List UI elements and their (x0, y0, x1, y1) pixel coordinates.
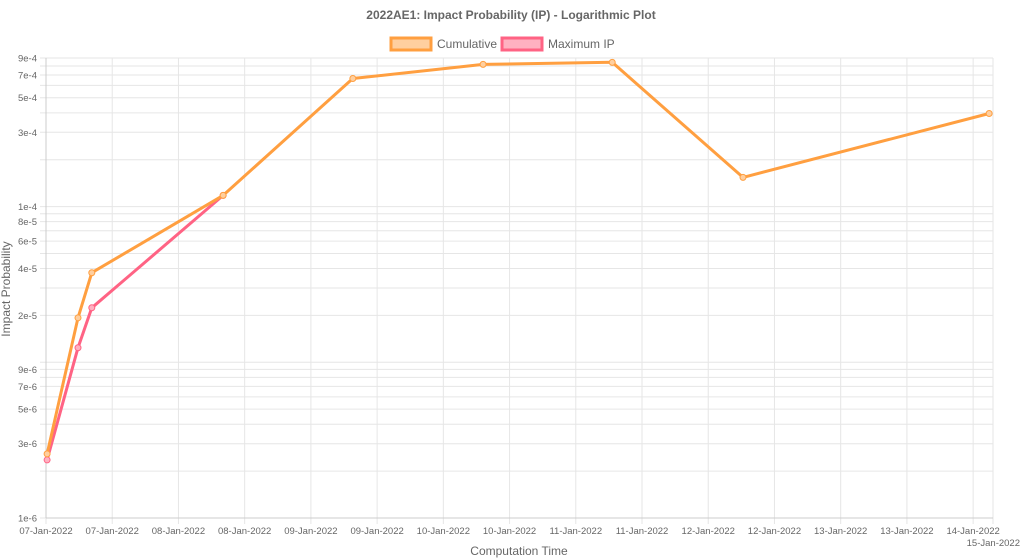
series-lines (43, 58, 993, 464)
y-tick-label: 2e-5 (18, 311, 37, 322)
data-point (739, 173, 747, 181)
legend-label: Cumulative IP (437, 37, 512, 51)
data-point (74, 314, 82, 322)
data-point (43, 450, 51, 458)
x-tick-label: 08-Jan-2022 (152, 526, 205, 537)
y-tick-label: 1e-4 (18, 202, 37, 213)
x-tick-label: 11-Jan-2022 (616, 526, 669, 537)
y-tick-label: 5e-6 (18, 405, 37, 416)
legend-swatch (500, 36, 544, 52)
data-point (479, 60, 487, 68)
y-tick-label: 4e-5 (18, 264, 37, 275)
x-tick-label: 15-Jan-2022 (967, 538, 1020, 549)
x-tick-label: 10-Jan-2022 (483, 526, 536, 537)
series-line-cumulative-ip (45, 60, 990, 455)
x-tick-label: 13-Jan-2022 (880, 526, 933, 537)
legend: Cumulative IP Maximum IP (389, 36, 615, 52)
y-tick-label: 6e-5 (18, 237, 37, 248)
y-axis-ticks: 1e-6 3e-6 5e-6 7e-6 9e-6 2e-5 4e-5 6e-5 8e-5 1e-4… (18, 54, 37, 525)
series-line-maximum-ip (45, 194, 225, 461)
x-tick-label: 09-Jan-2022 (350, 526, 403, 537)
data-point (43, 456, 51, 464)
x-axis-ticks: 07-Jan-2022 07-Jan-2022 08-Jan-2022 08-Jan-… (19, 526, 1020, 549)
y-tick-label: 7e-4 (18, 70, 37, 81)
y-tick-label: 9e-4 (18, 54, 37, 65)
x-tick-label: 12-Jan-2022 (748, 526, 801, 537)
x-tick-label: 11-Jan-2022 (549, 526, 602, 537)
legend-label: Maximum IP (548, 37, 615, 51)
y-tick-label: 5e-4 (18, 93, 37, 104)
y-tick-label: 1e-6 (18, 514, 37, 525)
x-tick-label: 12-Jan-2022 (682, 526, 735, 537)
data-point (88, 269, 96, 277)
x-tick-label: 10-Jan-2022 (417, 526, 470, 537)
data-point (608, 58, 616, 66)
y-tick-label: 7e-6 (18, 382, 37, 393)
x-tick-label: 14-Jan-2022 (946, 526, 999, 537)
chart-title: 2022AE1: Impact Probability (IP) - Logar… (366, 8, 655, 22)
y-tick-label: 8e-5 (18, 217, 37, 228)
legend-swatch (389, 36, 433, 52)
x-tick-label: 08-Jan-2022 (218, 526, 271, 537)
y-axis-label: Impact Probability (0, 241, 13, 336)
data-point (88, 304, 96, 312)
data-point (985, 110, 993, 118)
data-point (74, 344, 82, 352)
x-tick-label: 07-Jan-2022 (86, 526, 139, 537)
data-point (349, 74, 357, 82)
grid (40, 57, 994, 524)
x-axis-label: Computation Time (470, 544, 568, 558)
data-point (219, 191, 227, 199)
x-tick-label: 07-Jan-2022 (19, 526, 72, 537)
x-tick-label: 13-Jan-2022 (814, 526, 867, 537)
y-tick-label: 3e-6 (18, 439, 37, 450)
y-tick-label: 3e-4 (18, 128, 37, 139)
x-tick-label: 09-Jan-2022 (284, 526, 337, 537)
y-tick-label: 9e-6 (18, 365, 37, 376)
